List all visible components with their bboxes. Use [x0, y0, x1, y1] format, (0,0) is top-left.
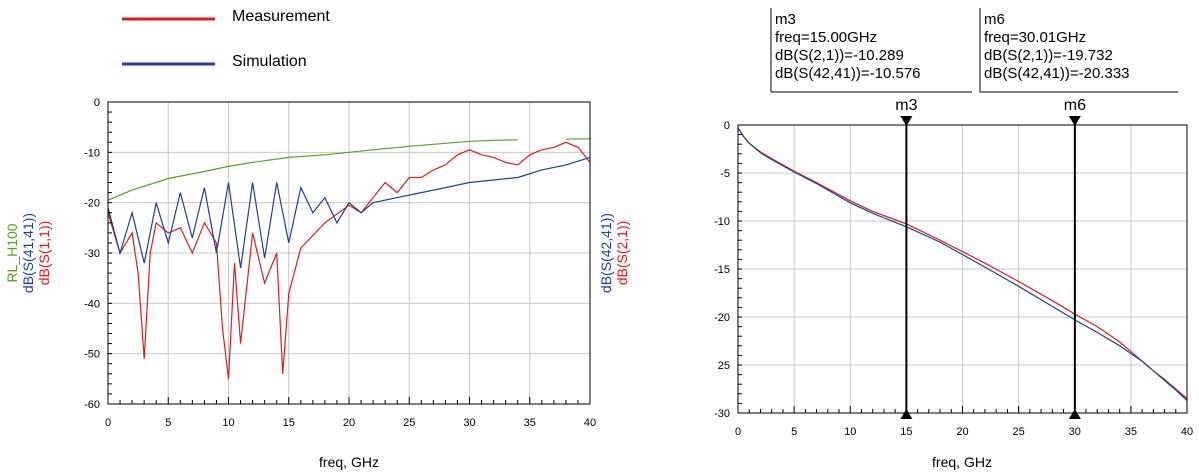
right-y-tick-label: 25 [718, 360, 730, 372]
left-y-label-s4141: dB(S(41,41)) [20, 213, 36, 293]
marker-group: m3 m6 [895, 97, 1086, 419]
right-x-tick-label: 5 [791, 426, 797, 438]
left-x-tick-label: 30 [463, 417, 475, 429]
left-y-tick-label: -40 [84, 298, 100, 310]
right-ticks: 0 5 10 15 20 25 30 35 40 0 -5 -10 -15 -20 25 -30 [714, 120, 1193, 438]
left-x-tick-label: 40 [584, 417, 596, 429]
left-x-axis-title: freq, GHz [319, 454, 379, 470]
left-y-tick-label: -20 [84, 198, 100, 210]
left-x-tick-label: 5 [165, 417, 171, 429]
right-y-label-s21: dB(S(2,1)) [614, 221, 630, 286]
left-y-tick-label: -10 [84, 147, 100, 159]
legend-measurement-label: Measurement [232, 8, 330, 25]
legend-simulation-label: Simulation [232, 53, 307, 70]
readout-m3-line-3: dB(S(2,1))=-10.289 [775, 47, 904, 64]
readout-m6-line-4: dB(S(42,41))=-20.333 [984, 65, 1130, 82]
right-y-label-s4241: dB(S(42,41)) [598, 213, 614, 293]
insertion-loss-chart: 0 5 10 15 20 25 30 35 40 0 -5 -10 -15 -20 25 -30 m3 m6 f… [714, 8, 1193, 470]
left-y-tick-label: 0 [94, 97, 100, 109]
right-y-tick-label: -30 [714, 408, 730, 420]
readout-m6-line-2: freq=30.01GHz [984, 29, 1086, 46]
left-y-label-rl: RL_H100 [4, 223, 20, 282]
marker-bottom-triangle-m6[interactable] [1068, 409, 1081, 419]
right-y-tick-label: -15 [714, 264, 730, 276]
right-x-tick-label: 20 [956, 426, 968, 438]
left-y-label-s11: dB(S(1,1)) [36, 221, 52, 286]
readout-m3-line-2: freq=15.00GHz [775, 29, 877, 46]
right-x-tick-label: 35 [1125, 426, 1137, 438]
left-x-tick-label: 25 [403, 417, 415, 429]
right-x-tick-label: 40 [1181, 426, 1193, 438]
left-x-tick-label: 35 [524, 417, 536, 429]
right-x-tick-label: 15 [900, 426, 912, 438]
readout-m3-line-1: m3 [775, 11, 796, 28]
readout-m3-line-4: dB(S(42,41))=-10.576 [775, 65, 921, 82]
right-x-tick-label: 30 [1069, 426, 1081, 438]
readout-m6-line-1: m6 [984, 11, 1005, 28]
right-grid [738, 125, 1187, 413]
marker-readout-m6: m6 freq=30.01GHz dB(S(2,1))=-19.732 dB(S… [979, 8, 1178, 93]
left-grid [108, 102, 590, 404]
right-y-tick-label: -10 [714, 216, 730, 228]
left-ticks: 0 5 10 15 20 25 30 35 40 0 -10 -20 -30 -40 -50 -60 [84, 97, 596, 429]
left-x-tick-label: 10 [222, 417, 234, 429]
return-loss-chart: 0 5 10 15 20 25 30 35 40 0 -10 -20 -30 -40 -50 -60 freq… [4, 97, 630, 470]
right-series-db-s-42-41- [737, 127, 1188, 401]
marker-label-m3: m3 [895, 97, 917, 114]
left-y-tick-label: -50 [84, 349, 100, 361]
legend: Measurement Simulation [122, 8, 330, 70]
right-x-tick-label: 25 [1013, 426, 1025, 438]
right-y-tick-label: 0 [724, 120, 730, 132]
right-x-tick-label: 0 [735, 426, 741, 438]
right-x-tick-label: 10 [844, 426, 856, 438]
marker-top-triangle-m3[interactable] [900, 116, 913, 126]
marker-label-m6: m6 [1064, 97, 1086, 114]
left-series [107, 138, 591, 379]
right-x-axis-title: freq, GHz [932, 454, 992, 470]
left-y-tick-label: -60 [84, 399, 100, 411]
left-x-tick-label: 15 [283, 417, 295, 429]
right-y-tick-label: -5 [720, 168, 730, 180]
left-y-tick-label: -30 [84, 248, 100, 260]
left-x-tick-label: 0 [105, 417, 111, 429]
marker-bottom-triangle-m3[interactable] [900, 409, 913, 419]
right-y-tick-label: -20 [714, 312, 730, 324]
left-series-db-s-41-41- [107, 156, 591, 269]
right-series [737, 127, 1188, 401]
readout-m6-line-3: dB(S(2,1))=-19.732 [984, 47, 1113, 64]
marker-readout-m3: m3 freq=15.00GHz dB(S(2,1))=-10.289 dB(S… [770, 8, 972, 93]
marker-top-triangle-m6[interactable] [1068, 116, 1081, 126]
left-series-rl-h100 [107, 138, 591, 201]
left-x-tick-label: 20 [343, 417, 355, 429]
